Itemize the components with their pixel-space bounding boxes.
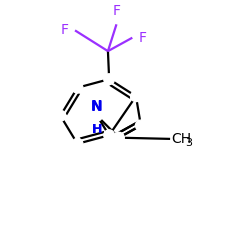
- Text: 3: 3: [186, 138, 192, 147]
- Text: H: H: [92, 123, 102, 136]
- Text: F: F: [138, 31, 146, 45]
- Text: F: F: [112, 4, 120, 18]
- Circle shape: [55, 110, 66, 121]
- Circle shape: [104, 74, 115, 85]
- Text: F: F: [61, 24, 69, 38]
- Circle shape: [72, 82, 83, 93]
- Circle shape: [130, 91, 141, 102]
- Text: N: N: [91, 99, 103, 113]
- Circle shape: [92, 110, 102, 121]
- Circle shape: [104, 130, 115, 140]
- Text: CH: CH: [171, 132, 192, 146]
- Text: N: N: [91, 100, 103, 114]
- Circle shape: [72, 138, 83, 149]
- Circle shape: [136, 120, 146, 131]
- Text: H: H: [92, 122, 102, 136]
- Circle shape: [114, 132, 124, 143]
